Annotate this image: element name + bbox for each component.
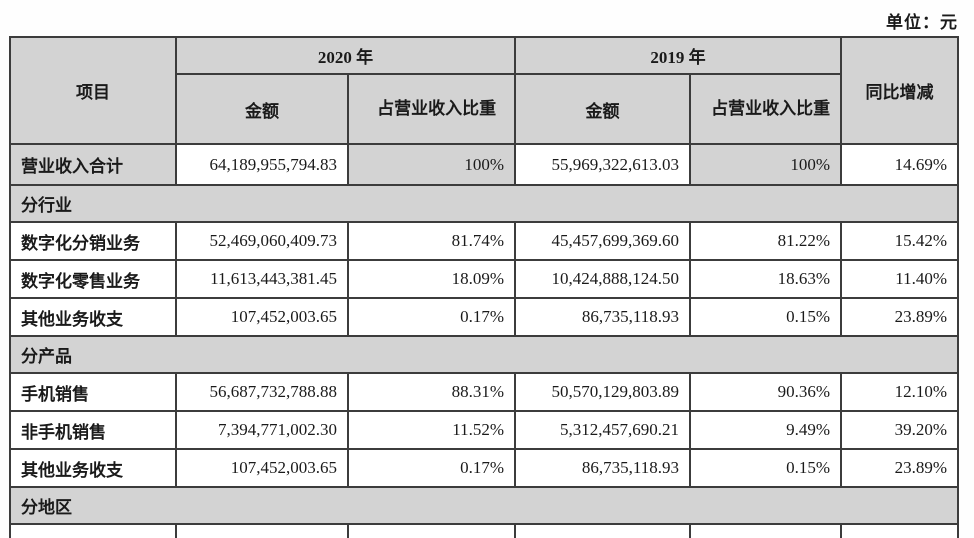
table-row-section-product: 分产品: [9, 335, 959, 374]
amount-2020-cell: 52,469,060,409.73: [175, 221, 349, 261]
header-row-years: 项目 2020 年 2019 年 同比增减: [9, 36, 959, 145]
pct-2020-cell: 88.31%: [347, 372, 516, 412]
header-proportion-2020-text: 占营业收入比重: [377, 99, 497, 119]
amount-2020-cell: 7,394,771,002.30: [175, 410, 349, 450]
section-label: 分行业: [9, 184, 959, 223]
pct-2019-cell: 100%: [689, 143, 842, 186]
amount-2019-cell: 45,457,699,369.60: [514, 221, 691, 261]
table-row: 非手机销售 7,394,771,002.30 11.52% 5,312,457,…: [9, 410, 959, 450]
table-row-section-region: 分地区: [9, 486, 959, 525]
pct-2019-cell: 90.36%: [689, 372, 842, 412]
section-label: 分地区: [9, 486, 959, 525]
section-label: 分产品: [9, 335, 959, 374]
pct-2020-cell: 11.52%: [347, 410, 516, 450]
pct-2019-cell: 81.22%: [689, 221, 842, 261]
amount-2020-cell: 11,613,443,381.45: [175, 259, 349, 299]
amount-2020-cell: 56,687,732,788.88: [175, 372, 349, 412]
header-row-measures: 金额 占营业收入比重 金额 占营业收入比重: [10, 73, 958, 145]
table-cell: [514, 523, 691, 538]
table-row: 其他业务收支 107,452,003.65 0.17% 86,735,118.9…: [9, 448, 959, 488]
header-yoy: 同比增减: [840, 36, 959, 145]
revenue-breakdown-table: 项目 2020 年 2019 年 同比增减 金额 占营业收入比重 金额 占营业收…: [9, 36, 959, 538]
row-label: 其他业务收支: [9, 448, 177, 488]
amount-2019-cell: 86,735,118.93: [514, 297, 691, 337]
amount-2020-cell: 64,189,955,794.83: [175, 143, 349, 186]
header-item: 项目: [9, 36, 177, 145]
table-cell: [175, 523, 349, 538]
yoy-cell: 11.40%: [840, 259, 959, 299]
table-row: 其他业务收支 107,452,003.65 0.17% 86,735,118.9…: [9, 297, 959, 337]
table-row: 数字化分销业务 52,469,060,409.73 81.74% 45,457,…: [9, 221, 959, 261]
pct-2019-cell: 18.63%: [689, 259, 842, 299]
row-label: 其他业务收支: [9, 297, 177, 337]
table-cell: [9, 523, 177, 538]
header-amount-2020: 金额: [175, 73, 349, 145]
amount-2019-cell: 5,312,457,690.21: [514, 410, 691, 450]
header-proportion-2019: 占营业收入比重: [689, 73, 842, 145]
table-row: 手机销售 56,687,732,788.88 88.31% 50,570,129…: [9, 372, 959, 412]
header-proportion-2020: 占营业收入比重: [347, 73, 516, 145]
row-label: 数字化分销业务: [9, 221, 177, 261]
yoy-cell: 23.89%: [840, 448, 959, 488]
table-row-section-industry: 分行业: [9, 184, 959, 223]
table-cell: [689, 523, 842, 538]
table-row-partial: [9, 523, 959, 538]
header-amount-2019: 金额: [514, 73, 691, 145]
unit-label: 单位：元: [886, 13, 958, 32]
table-cell: [840, 523, 959, 538]
pct-2019-cell: 0.15%: [689, 297, 842, 337]
amount-2019-cell: 50,570,129,803.89: [514, 372, 691, 412]
pct-2020-cell: 18.09%: [347, 259, 516, 299]
header-proportion-2019-text: 占营业收入比重: [711, 99, 831, 119]
pct-2020-cell: 100%: [347, 143, 516, 186]
row-label: 非手机销售: [9, 410, 177, 450]
table-cell: [347, 523, 516, 538]
yoy-cell: 15.42%: [840, 221, 959, 261]
row-label: 数字化零售业务: [9, 259, 177, 299]
amount-2020-cell: 107,452,003.65: [175, 297, 349, 337]
table-row: 数字化零售业务 11,613,443,381.45 18.09% 10,424,…: [9, 259, 959, 299]
pct-2020-cell: 0.17%: [347, 297, 516, 337]
pct-2020-cell: 0.17%: [347, 448, 516, 488]
pct-2019-cell: 9.49%: [689, 410, 842, 450]
row-label: 营业收入合计: [9, 143, 177, 186]
header-year-2019: 2019 年: [514, 36, 842, 75]
yoy-cell: 12.10%: [840, 372, 959, 412]
yoy-cell: 23.89%: [840, 297, 959, 337]
amount-2019-cell: 10,424,888,124.50: [514, 259, 691, 299]
pct-2020-cell: 81.74%: [347, 221, 516, 261]
amount-2020-cell: 107,452,003.65: [175, 448, 349, 488]
amount-2019-cell: 86,735,118.93: [514, 448, 691, 488]
pct-2019-cell: 0.15%: [689, 448, 842, 488]
yoy-cell: 39.20%: [840, 410, 959, 450]
yoy-cell: 14.69%: [840, 143, 959, 186]
table-row-total: 营业收入合计 64,189,955,794.83 100% 55,969,322…: [9, 143, 959, 186]
header-year-2020: 2020 年: [175, 36, 516, 75]
row-label: 手机销售: [9, 372, 177, 412]
amount-2019-cell: 55,969,322,613.03: [514, 143, 691, 186]
